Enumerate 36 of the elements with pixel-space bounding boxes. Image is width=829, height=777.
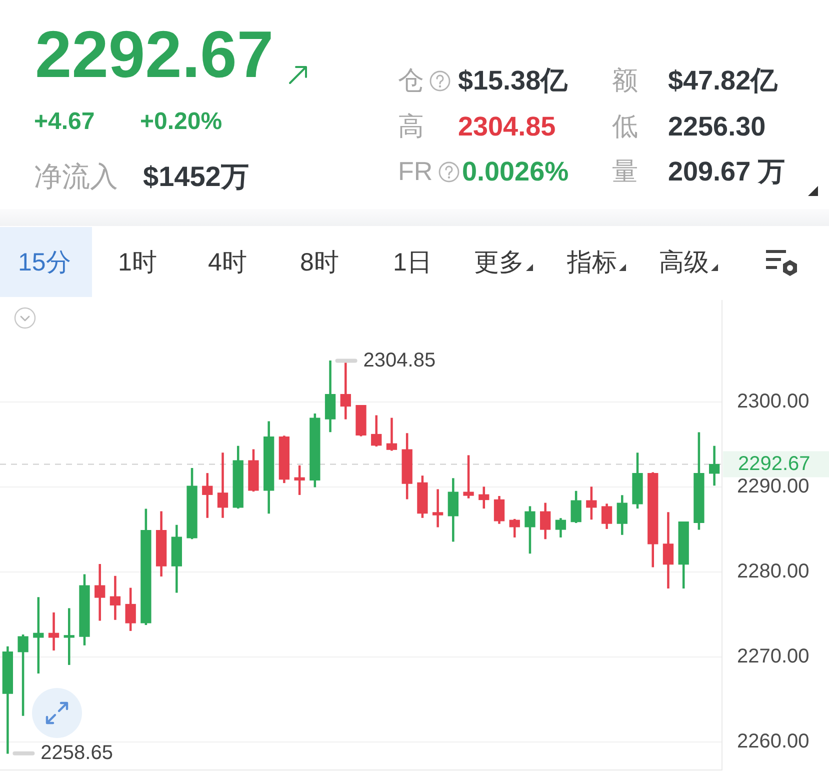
candlestick — [432, 489, 444, 528]
candlestick — [64, 608, 74, 665]
text: 1日 — [393, 248, 432, 278]
y-tick-label: 2270.00 — [737, 645, 810, 668]
annotation: 2304.85 — [363, 349, 436, 372]
text: 仓 — [398, 65, 424, 96]
text: $47.82亿 — [668, 65, 778, 97]
text: +0.20% — [140, 108, 222, 136]
text: +4.67 — [34, 108, 95, 136]
text: 低 — [612, 111, 638, 142]
text: 4时 — [208, 248, 247, 278]
text: $15.38亿 — [458, 65, 568, 97]
annotation: 2258.65 — [40, 742, 113, 764]
text: 0.0026% — [462, 156, 569, 188]
text: 更多 — [474, 248, 524, 278]
text: 209.67 万 — [668, 156, 786, 188]
text: 指标 — [567, 248, 617, 278]
text: 量 — [612, 156, 638, 187]
text: 8时 — [300, 248, 339, 278]
text: $1452万 — [143, 160, 249, 194]
text: 15分 — [18, 248, 71, 278]
text: 2256.30 — [668, 111, 766, 143]
y-tick-label: 2260.00 — [737, 730, 810, 752]
y-tick-label: 2280.00 — [737, 560, 810, 582]
text: 高级 — [659, 248, 709, 278]
text: 1时 — [118, 248, 157, 278]
y-tick-label: 2300.00 — [737, 390, 810, 413]
y-tick-label: 2290.00 — [737, 475, 810, 498]
candlestick — [48, 612, 60, 650]
text: 净流入 — [34, 160, 118, 194]
text: 额 — [612, 65, 638, 96]
text: 高 — [398, 111, 424, 142]
text: 2304.85 — [458, 111, 556, 143]
text: FR — [398, 156, 433, 187]
chart-title: 2292.67 — [35, 17, 274, 93]
ref-line-label: 2292.67 — [738, 452, 810, 475]
